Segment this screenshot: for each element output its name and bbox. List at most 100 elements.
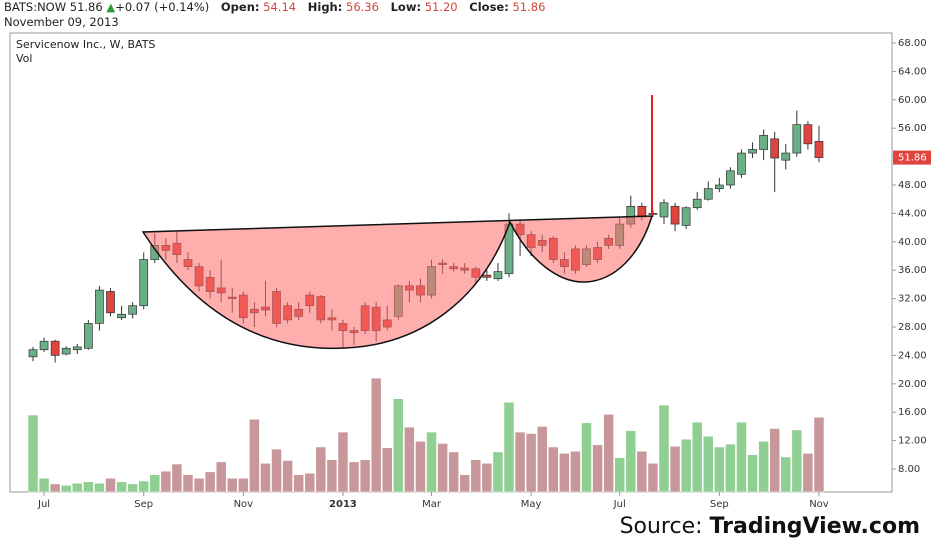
volume-bar: [182, 474, 194, 493]
volume-bar: [127, 483, 138, 493]
volume-bar: [227, 477, 238, 493]
volume-bar: [337, 431, 349, 493]
up-arrow: ▲: [106, 0, 116, 14]
volume-bar: [27, 414, 39, 493]
open-label: Open:: [220, 0, 260, 14]
volume-bar: [780, 456, 792, 493]
x-tick-label: 2013: [329, 499, 357, 510]
volume-bar: [459, 474, 470, 493]
volume-bar: [315, 446, 327, 493]
volume-bar: [83, 481, 94, 493]
candle-body: [759, 134, 768, 150]
volume-bar: [381, 447, 393, 493]
volume-bar: [370, 377, 382, 493]
candle-body: [61, 347, 71, 355]
volume-bar: [503, 402, 515, 493]
x-tick-label: Nov: [234, 499, 254, 510]
candle-body: [726, 170, 735, 186]
volume-bar: [603, 414, 614, 493]
candle-body: [803, 124, 813, 145]
x-tick-label: Mar: [422, 499, 442, 510]
low-value: 51.20: [424, 0, 458, 14]
candle-body: [714, 184, 724, 189]
x-tick-label: Nov: [809, 499, 829, 510]
header: BATS:NOW 51.86 ▲+0.07 (+0.14%) Open: 54.…: [4, 0, 553, 30]
open-value: 54.14: [263, 0, 297, 14]
volume-bar: [614, 457, 625, 493]
candle-body: [117, 313, 126, 319]
volume-bar: [758, 441, 769, 493]
volume-bar: [570, 450, 581, 493]
y-tick-label: 12.00: [898, 436, 927, 447]
source: Source: TradingView.com: [620, 514, 920, 539]
quote-line: BATS:NOW 51.86 ▲+0.07 (+0.14%) Open: 54.…: [4, 0, 553, 15]
high-label: High:: [307, 0, 343, 14]
candle-body: [493, 271, 503, 280]
volume-bar: [680, 438, 692, 493]
volume-bar: [714, 446, 725, 493]
volume-bar: [326, 459, 338, 493]
candle-body: [50, 340, 60, 356]
y-tick-label: 68.00: [898, 38, 927, 49]
volume-bar: [736, 421, 747, 493]
volume-bar: [215, 461, 227, 493]
volume-bar: [171, 463, 183, 493]
y-tick-label: 28.00: [898, 322, 927, 333]
candle-body: [781, 152, 791, 161]
y-tick-label: 48.00: [898, 180, 927, 191]
candle-body: [139, 259, 149, 307]
candle-body: [72, 346, 82, 351]
volume-bar: [282, 460, 293, 493]
chart: Servicenow Inc., W, BATS Vol 8.00 12.00 16…: [9, 32, 931, 510]
low-label: Low:: [390, 0, 422, 14]
volume-bar: [38, 477, 50, 493]
volume-bar: [160, 470, 172, 493]
close-label: Close:: [469, 0, 509, 14]
volume-bar: [625, 430, 637, 493]
candle-body: [659, 202, 669, 218]
volume-bar: [304, 473, 315, 493]
candle-body: [692, 198, 702, 209]
volume-bar: [669, 446, 681, 493]
volume-bar: [813, 416, 825, 493]
y-tick-label: 56.00: [898, 123, 927, 134]
volume-bar: [525, 433, 537, 493]
volume-bar: [271, 448, 282, 493]
last-price-box: [893, 150, 931, 165]
volume-bar: [149, 474, 161, 493]
volume-bar: [293, 474, 304, 493]
y-tick-label: 36.00: [898, 265, 927, 276]
volume-bar: [691, 421, 703, 493]
volume-layer: [27, 377, 825, 493]
candle-body: [95, 289, 104, 324]
volume-bar: [592, 444, 603, 493]
volume-bar: [703, 436, 714, 493]
volume-bar: [481, 463, 493, 493]
candle-body: [748, 149, 757, 154]
x-tick-label: Sep: [134, 499, 153, 510]
candle-body: [39, 340, 49, 351]
volume-bar: [448, 451, 459, 493]
candle-body: [106, 291, 115, 314]
volume-bar: [802, 453, 814, 493]
volume-label: Vol: [16, 52, 32, 65]
volume-bar: [536, 426, 548, 493]
volume-bar: [791, 429, 803, 493]
x-tick-label: Jul: [613, 499, 626, 510]
volume-bar: [72, 482, 83, 493]
volume-bar: [105, 477, 116, 493]
last-price-label: 51.86: [898, 153, 927, 164]
y-tick-label: 8.00: [898, 464, 920, 475]
chart-title: Servicenow Inc., W, BATS: [16, 38, 155, 51]
volume-bar: [636, 450, 648, 493]
y-tick-label: 24.00: [898, 350, 927, 361]
volume-bar: [415, 441, 426, 493]
volume-bar: [747, 454, 758, 493]
candle-body: [637, 205, 647, 218]
candle-body: [814, 141, 824, 158]
volume-bar: [559, 453, 570, 493]
volume-bar: [393, 398, 404, 493]
volume-bar: [260, 463, 271, 493]
volume-bar: [647, 463, 659, 493]
